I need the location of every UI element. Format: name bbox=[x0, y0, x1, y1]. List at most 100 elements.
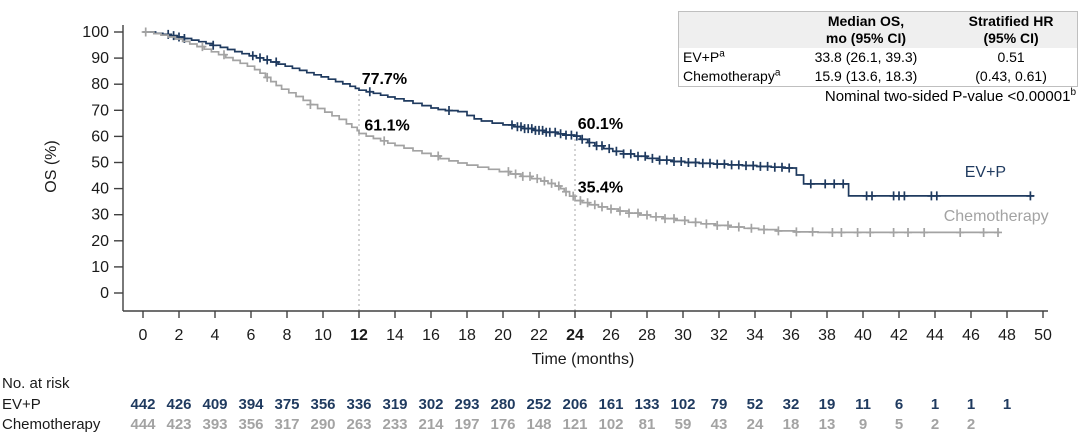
censor-mark bbox=[526, 171, 534, 181]
risk-count: 11 bbox=[855, 396, 871, 413]
censor-mark bbox=[652, 212, 660, 222]
censor-mark bbox=[756, 161, 765, 171]
x-tick-label: 48 bbox=[998, 327, 1016, 344]
hr-header-line1: Stratified HR bbox=[968, 13, 1054, 29]
censor-mark bbox=[511, 169, 520, 179]
censor-mark bbox=[626, 149, 635, 159]
risk-count: 59 bbox=[674, 416, 692, 433]
censor-mark bbox=[612, 146, 621, 156]
risk-count: 133 bbox=[634, 396, 660, 413]
censor-mark bbox=[713, 159, 722, 169]
censor-mark bbox=[808, 227, 817, 237]
y-tick-label: 10 bbox=[91, 259, 109, 276]
x-tick-label: 14 bbox=[386, 327, 404, 344]
landmark-annotation: 60.1% bbox=[578, 116, 623, 133]
censor-mark bbox=[248, 51, 257, 61]
summary-header-hr: Stratified HR (95% CI) bbox=[945, 11, 1078, 48]
censor-mark bbox=[141, 27, 150, 37]
x-tick-label: 12 bbox=[350, 327, 368, 344]
censor-mark bbox=[774, 226, 783, 236]
y-axis-title: OS (%) bbox=[43, 140, 60, 192]
censor-mark bbox=[540, 176, 549, 186]
censor-mark bbox=[1026, 191, 1035, 201]
y-tick-label: 80 bbox=[91, 76, 109, 93]
x-tick-label: 30 bbox=[674, 327, 692, 344]
summary-row-evp-hr: 0.51 bbox=[945, 48, 1078, 67]
risk-count: 32 bbox=[782, 396, 800, 413]
censor-mark bbox=[598, 202, 606, 212]
censor-mark bbox=[770, 162, 779, 172]
risk-count: 2 bbox=[930, 416, 940, 433]
risk-count: 293 bbox=[454, 396, 480, 413]
censor-mark bbox=[691, 158, 700, 167]
risk-count: 1 bbox=[966, 396, 976, 413]
y-tick-label: 100 bbox=[82, 24, 109, 41]
risk-count: 79 bbox=[710, 396, 728, 413]
risk-row-chemo: 444 423 393 356 317 290 263 233 214 197 176 148 121 1… bbox=[0, 416, 1080, 433]
risk-count: 280 bbox=[490, 396, 516, 413]
risk-count: 233 bbox=[382, 416, 408, 433]
censor-mark bbox=[661, 214, 669, 224]
censor-mark bbox=[576, 196, 585, 206]
censor-mark bbox=[504, 167, 513, 177]
censor-mark bbox=[979, 227, 988, 237]
median-os-header-line2: mo (95% CI) bbox=[825, 30, 907, 46]
censor-mark bbox=[806, 179, 815, 189]
censor-mark bbox=[641, 151, 650, 161]
curve-label-chemotherapy: Chemotherapy bbox=[944, 208, 1049, 225]
risk-count: 18 bbox=[782, 416, 800, 433]
summary-row-evp-median: 33.8 (26.1, 39.3) bbox=[786, 48, 946, 67]
landmark-annotation: 35.4% bbox=[578, 179, 623, 196]
pvalue-footnote-sup: b bbox=[1070, 87, 1076, 98]
censor-mark bbox=[655, 155, 664, 165]
censor-mark bbox=[585, 138, 594, 148]
censor-mark bbox=[643, 210, 651, 220]
censor-mark bbox=[662, 155, 671, 165]
hr-header-line2: (95% CI) bbox=[983, 30, 1039, 46]
summary-header-median-os: Median OS, mo (95% CI) bbox=[786, 11, 946, 48]
censor-mark bbox=[760, 225, 768, 235]
censor-mark bbox=[734, 160, 743, 170]
risk-count: 409 bbox=[202, 396, 228, 413]
risk-count: 102 bbox=[670, 396, 696, 413]
y-tick-label: 20 bbox=[91, 233, 109, 250]
censor-mark bbox=[670, 156, 678, 166]
risk-row-evp: 442 426 409 394 375 356 336 319 302 293 280 252 206 1… bbox=[0, 396, 1080, 413]
censor-mark bbox=[518, 171, 527, 181]
censor-mark bbox=[169, 31, 178, 41]
risk-count: 81 bbox=[638, 416, 656, 433]
censor-mark bbox=[920, 227, 929, 237]
censor-mark bbox=[380, 136, 389, 146]
censor-mark bbox=[821, 179, 830, 189]
censor-mark bbox=[554, 181, 563, 191]
censor-mark bbox=[713, 220, 722, 230]
x-tick-label: 6 bbox=[247, 327, 256, 344]
x-tick-label: 44 bbox=[926, 327, 944, 344]
censor-mark bbox=[727, 160, 736, 170]
censor-mark bbox=[684, 158, 693, 167]
y-tick-label: 40 bbox=[91, 181, 109, 198]
censor-mark bbox=[956, 227, 965, 237]
risk-count: 2 bbox=[966, 416, 976, 433]
censor-mark bbox=[547, 178, 556, 188]
summary-row-chemo-median: 15.9 (13.6, 18.3) bbox=[786, 67, 946, 87]
risk-count: 102 bbox=[598, 416, 624, 433]
censor-mark bbox=[698, 158, 707, 168]
x-tick-label: 40 bbox=[854, 327, 872, 344]
x-tick-label: 24 bbox=[566, 327, 584, 344]
censor-mark bbox=[619, 149, 628, 159]
risk-count: 176 bbox=[490, 416, 516, 433]
censor-mark bbox=[616, 206, 624, 216]
censor-mark bbox=[742, 161, 750, 171]
risk-count: 214 bbox=[418, 416, 444, 433]
pvalue-footnote: Nominal two-sided P-value <0.00001b bbox=[825, 87, 1076, 106]
censor-mark bbox=[175, 32, 183, 42]
x-tick-label: 8 bbox=[283, 327, 292, 344]
censor-mark bbox=[533, 174, 542, 184]
censor-mark bbox=[556, 129, 565, 139]
censor-mark bbox=[889, 227, 898, 237]
median-os-header-line1: Median OS, bbox=[827, 13, 905, 29]
x-tick-label: 32 bbox=[710, 327, 728, 344]
censor-mark bbox=[853, 227, 862, 237]
censor-mark bbox=[866, 227, 875, 237]
